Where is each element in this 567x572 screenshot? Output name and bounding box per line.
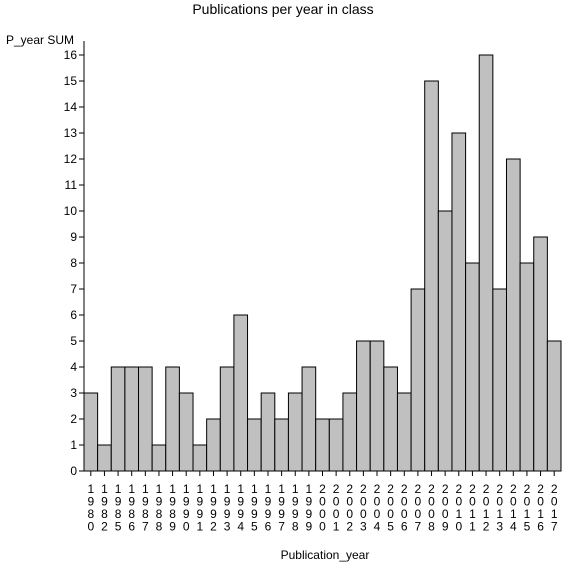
bar-2013 xyxy=(492,288,507,472)
bar-1995 xyxy=(247,418,262,472)
bar-1996 xyxy=(260,392,276,472)
bar-2008 xyxy=(424,80,439,472)
y-tick-label: 11 xyxy=(65,178,78,192)
bar-2009 xyxy=(437,210,453,472)
y-tick-label: 9 xyxy=(70,230,77,244)
x-axis: 1 9 8 0 1 9 8 2 1 9 8 5 1 9 8 6 1 9 8 7 1 9 8 8 1 9 8 9 1 9 9 0 1 9 9 1 1 9 9 2… xyxy=(84,470,561,534)
y-tick-label: 13 xyxy=(64,126,78,140)
bar-1980 xyxy=(83,392,99,472)
bar-1993 xyxy=(219,366,235,472)
y-axis-label: P_year SUM xyxy=(6,33,74,47)
bar-2004 xyxy=(369,340,385,472)
bar-1985 xyxy=(110,366,126,472)
bar-2006 xyxy=(396,392,412,472)
bar-2005 xyxy=(383,366,398,472)
bar-2003 xyxy=(356,340,371,472)
y-tick-label: 14 xyxy=(64,100,78,114)
bar-1999 xyxy=(301,366,317,472)
bar-1994 xyxy=(233,314,249,472)
bar-2007 xyxy=(410,288,426,472)
bar-1990 xyxy=(178,392,194,472)
bar-2012 xyxy=(478,54,494,472)
bar-2001 xyxy=(328,418,344,472)
y-tick-label: 8 xyxy=(70,256,77,270)
y-tick-label: 2 xyxy=(70,412,77,426)
bar-1988 xyxy=(151,444,167,472)
bar-1987 xyxy=(138,366,153,472)
bar-1986 xyxy=(124,366,140,472)
y-tick-label: 10 xyxy=(64,204,78,218)
y-tick-label: 1 xyxy=(70,438,77,452)
chart-title: Publications per year in class xyxy=(192,1,373,17)
bar-1991 xyxy=(192,444,208,472)
bar-1982 xyxy=(97,444,112,472)
bar-1997 xyxy=(274,418,289,472)
y-tick-label: 6 xyxy=(70,308,77,322)
bar-2014 xyxy=(505,158,521,472)
x-axis-label: Publication_year xyxy=(281,548,370,562)
y-tick-label: 5 xyxy=(70,334,77,348)
bar-2016 xyxy=(533,236,548,472)
bar-1992 xyxy=(206,418,221,472)
y-tick-label: 7 xyxy=(70,282,77,296)
bars-group xyxy=(83,54,562,472)
bar-2002 xyxy=(342,392,358,472)
bar-2015 xyxy=(519,262,535,472)
bar-1998 xyxy=(287,392,303,472)
y-tick-label: 0 xyxy=(70,464,77,478)
bar-1989 xyxy=(165,366,180,472)
bar-2017 xyxy=(546,340,562,472)
y-tick-label: 16 xyxy=(64,48,78,62)
bar-2010 xyxy=(451,132,467,472)
y-tick-label: 12 xyxy=(64,152,78,166)
y-tick-label: 3 xyxy=(70,386,77,400)
bar-2011 xyxy=(465,262,480,472)
bar-2000 xyxy=(315,418,330,472)
y-tick-label: 15 xyxy=(64,74,78,88)
y-tick-label: 4 xyxy=(70,360,77,374)
